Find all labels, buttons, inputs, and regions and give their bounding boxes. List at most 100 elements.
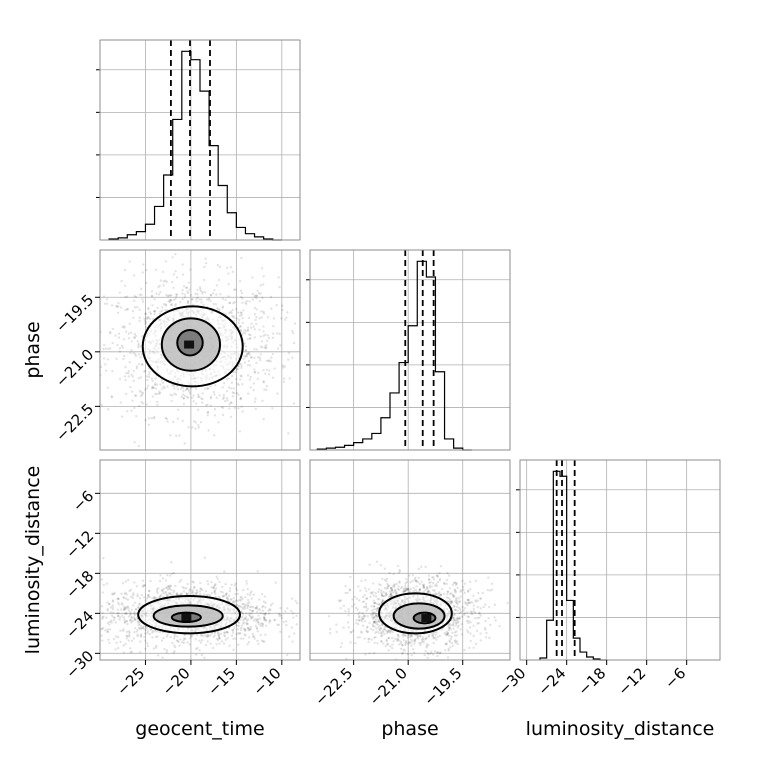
scatter-point [136, 634, 139, 638]
scatter-point [206, 579, 209, 583]
scatter-point [228, 311, 231, 315]
scatter-point [139, 635, 143, 638]
scatter-point [216, 638, 220, 642]
scatter-point [135, 365, 138, 368]
scatter-point [458, 611, 461, 614]
scatter-point [455, 605, 459, 609]
scatter-point [450, 641, 454, 645]
scatter-point [456, 599, 459, 602]
scatter-point [150, 294, 154, 298]
scatter-point [217, 636, 221, 640]
scatter-point [233, 288, 236, 291]
scatter-point [460, 622, 463, 626]
scatter-point [182, 397, 185, 400]
scatter-point [355, 621, 358, 625]
scatter-point [427, 643, 430, 647]
scatter-point [371, 628, 375, 632]
scatter-point [257, 620, 260, 624]
scatter-point [125, 619, 128, 623]
scatter-point [136, 346, 140, 349]
scatter-point [103, 302, 107, 305]
scatter-point [181, 585, 184, 589]
scatter-point [263, 640, 266, 643]
scatter-point [133, 611, 136, 614]
scatter-point [476, 616, 479, 620]
scatter-point [416, 635, 420, 638]
scatter-point [391, 588, 394, 592]
scatter-point [240, 596, 243, 599]
scatter-point [186, 641, 189, 644]
scatter-point [468, 580, 472, 584]
scatter-point [230, 401, 233, 405]
scatter-point [142, 584, 145, 587]
scatter-point [221, 306, 224, 309]
scatter-point [387, 584, 391, 587]
scatter-point [209, 299, 212, 303]
scatter-point [261, 624, 265, 628]
scatter-point [221, 413, 225, 417]
scatter-point [374, 621, 377, 624]
scatter-point [170, 280, 174, 284]
scatter-point [335, 623, 338, 626]
scatter-point [233, 300, 236, 304]
scatter-point [188, 643, 191, 646]
scatter-point [237, 393, 240, 396]
scatter-point [239, 325, 242, 328]
scatter-point [126, 634, 129, 638]
scatter-point [242, 605, 246, 609]
scatter-point [116, 343, 119, 347]
scatter-point [467, 619, 470, 623]
scatter-point [437, 594, 441, 598]
scatter-point [175, 592, 178, 595]
scatter-point [238, 430, 242, 433]
scatter-point [221, 386, 224, 389]
y-tick-label: −30 [62, 647, 97, 682]
scatter-point [381, 600, 384, 604]
scatter-point [292, 341, 296, 345]
scatter-point [445, 633, 448, 637]
scatter-point [146, 594, 150, 597]
scatter-point [356, 636, 359, 639]
scatter-point [238, 318, 241, 322]
scatter-point [135, 630, 138, 633]
scatter-point [374, 601, 377, 605]
scatter-point [242, 588, 245, 592]
scatter-point [447, 647, 450, 651]
scatter-point [252, 605, 255, 609]
scatter-point [371, 611, 375, 615]
scatter-point [133, 617, 137, 620]
scatter-point [447, 623, 450, 626]
scatter-point [275, 332, 279, 335]
scatter-point [201, 392, 204, 395]
scatter-point [262, 600, 266, 603]
scatter-point [281, 308, 284, 312]
scatter-point [218, 265, 222, 269]
scatter-point [367, 637, 370, 640]
scatter-point [367, 640, 370, 643]
scatter-point [469, 632, 472, 635]
scatter-point [435, 638, 438, 641]
scatter-point [455, 622, 458, 625]
scatter-point [132, 612, 136, 616]
scatter-point [346, 621, 350, 624]
scatter-point [456, 626, 460, 629]
scatter-point [405, 578, 408, 581]
scatter-point [454, 639, 457, 642]
scatter-point [119, 608, 123, 611]
scatter-point [100, 365, 103, 369]
scatter-point [248, 353, 251, 356]
scatter-point [238, 605, 242, 608]
scatter-point [170, 572, 174, 575]
scatter-point [473, 616, 477, 620]
scatter-point [243, 633, 246, 636]
scatter-point [349, 641, 352, 644]
scatter-point [149, 311, 152, 314]
scatter-point [122, 354, 126, 358]
scatter-point [125, 612, 128, 616]
scatter-point [106, 386, 109, 389]
scatter-point [242, 357, 245, 361]
scatter-point [454, 591, 457, 594]
scatter-point [457, 621, 460, 624]
scatter-point [229, 401, 232, 404]
scatter-point [295, 623, 298, 626]
